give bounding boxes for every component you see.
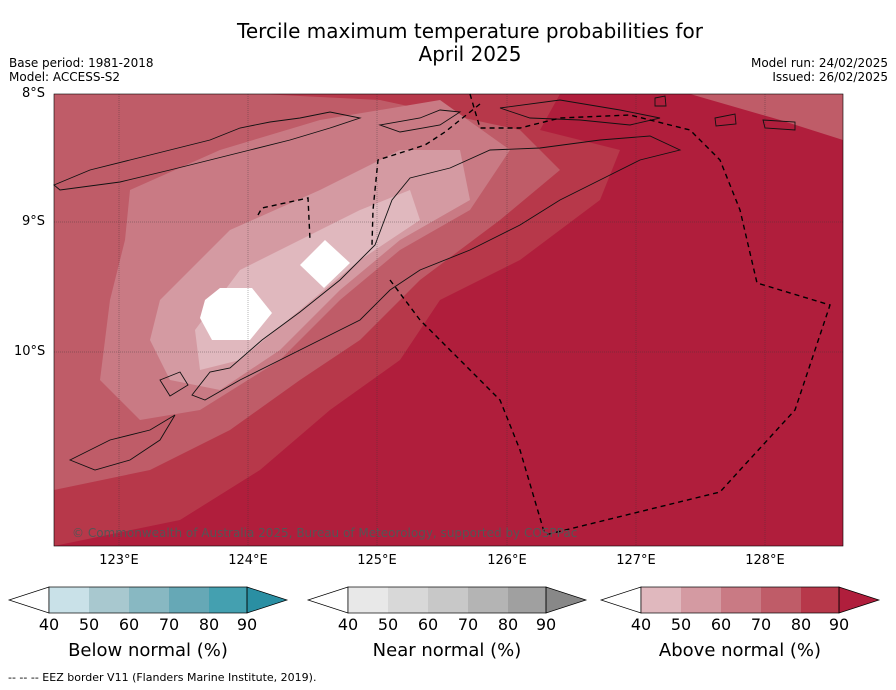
sumba-coast	[68, 414, 176, 471]
cb-near-tick: 60	[417, 615, 439, 634]
map-title-line1: Tercile maximum temperature probabilitie…	[237, 19, 703, 43]
grid-lines	[54, 94, 843, 546]
colorbar-above-normal	[599, 586, 881, 614]
cb-near-tick: 40	[337, 615, 359, 634]
cb-above-label: Above normal (%)	[658, 640, 822, 661]
field-70b	[690, 94, 843, 140]
lon-label-128e: 128°E	[745, 553, 785, 568]
lat-label-10s: 10°S	[14, 344, 46, 359]
probability-field	[54, 94, 843, 546]
cb-below-tick: 40	[38, 615, 60, 634]
flores-coast	[53, 111, 362, 191]
timor-coast	[191, 135, 682, 401]
colorbar-near-normal	[306, 586, 588, 614]
cb-below-tick: 90	[236, 615, 258, 634]
cb-above-tick: 40	[630, 615, 652, 634]
coastlines	[53, 95, 796, 471]
field-white-b	[300, 240, 350, 288]
lat-label-8s: 8°S	[22, 86, 46, 101]
small-island-2	[714, 113, 737, 127]
rote-coast	[159, 371, 189, 397]
cb-near-tick: 50	[377, 615, 399, 634]
cb-above-tick: 50	[670, 615, 692, 634]
lon-label-127e: 127°E	[616, 553, 656, 568]
small-island-3	[762, 119, 796, 131]
lon-label-123e: 123°E	[99, 553, 139, 568]
map-title-line2: April 2025	[418, 42, 522, 66]
cb-near-tick: 80	[497, 615, 519, 634]
cb-below-tick: 80	[198, 615, 220, 634]
cb-below-tick: 50	[78, 615, 100, 634]
colorbar-below-normal	[7, 586, 289, 614]
cb-below-label: Below normal (%)	[68, 640, 228, 661]
cb-above-tick: 60	[710, 615, 732, 634]
lon-label-124e: 124°E	[228, 553, 268, 568]
alor-coast	[378, 109, 462, 133]
copyright-notice: © Commonwealth of Australia 2025, Bureau…	[72, 526, 578, 540]
issued-text: Issued: 26/02/2025	[772, 70, 888, 84]
cb-below-tick: 60	[118, 615, 140, 634]
eez-footnote: -- -- -- EEZ border V11 (Flanders Marine…	[8, 671, 317, 684]
lat-label-9s: 9°S	[22, 214, 46, 229]
cb-above-tick: 80	[790, 615, 812, 634]
eez-border	[257, 93, 831, 536]
small-island-1	[654, 95, 667, 107]
lon-label-126e: 126°E	[487, 553, 527, 568]
wetar-coast	[499, 99, 661, 126]
map-frame	[53, 93, 844, 547]
cb-above-tick: 90	[828, 615, 850, 634]
cb-near-tick: 70	[457, 615, 479, 634]
base-period-text: Base period: 1981-2018	[9, 56, 154, 70]
model-run-text: Model run: 24/02/2025	[750, 56, 888, 70]
cb-near-label: Near normal (%)	[372, 640, 522, 661]
cb-near-tick: 90	[535, 615, 557, 634]
cb-above-tick: 70	[750, 615, 772, 634]
lon-label-125e: 125°E	[357, 553, 397, 568]
field-white-a	[200, 288, 272, 340]
model-text: Model: ACCESS-S2	[9, 70, 121, 84]
cb-below-tick: 70	[158, 615, 180, 634]
